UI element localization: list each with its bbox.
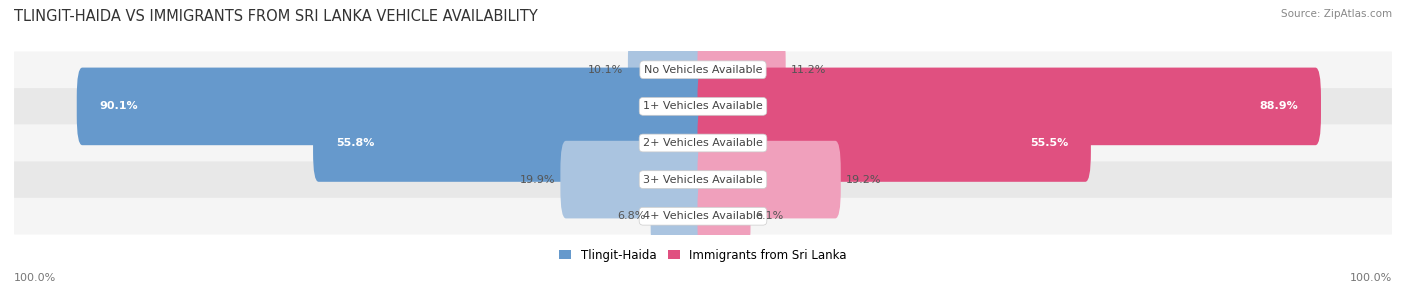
FancyBboxPatch shape [314,104,709,182]
Text: 3+ Vehicles Available: 3+ Vehicles Available [643,175,763,184]
FancyBboxPatch shape [697,104,1091,182]
Text: 100.0%: 100.0% [1350,273,1392,283]
Text: 100.0%: 100.0% [14,273,56,283]
FancyBboxPatch shape [651,177,709,255]
Text: 6.8%: 6.8% [617,211,645,221]
Text: 2+ Vehicles Available: 2+ Vehicles Available [643,138,763,148]
Text: 11.2%: 11.2% [790,65,825,75]
FancyBboxPatch shape [628,31,709,109]
Legend: Tlingit-Haida, Immigrants from Sri Lanka: Tlingit-Haida, Immigrants from Sri Lanka [560,249,846,262]
FancyBboxPatch shape [14,125,1392,161]
Text: 10.1%: 10.1% [588,65,623,75]
Text: TLINGIT-HAIDA VS IMMIGRANTS FROM SRI LANKA VEHICLE AVAILABILITY: TLINGIT-HAIDA VS IMMIGRANTS FROM SRI LAN… [14,9,538,23]
FancyBboxPatch shape [14,88,1392,125]
FancyBboxPatch shape [697,177,751,255]
Text: No Vehicles Available: No Vehicles Available [644,65,762,75]
FancyBboxPatch shape [561,141,709,219]
Text: 90.1%: 90.1% [100,102,138,111]
Text: 4+ Vehicles Available: 4+ Vehicles Available [643,211,763,221]
Text: 19.9%: 19.9% [520,175,555,184]
Text: 55.5%: 55.5% [1029,138,1069,148]
FancyBboxPatch shape [14,198,1392,235]
FancyBboxPatch shape [14,161,1392,198]
FancyBboxPatch shape [697,31,786,109]
FancyBboxPatch shape [14,51,1392,88]
FancyBboxPatch shape [697,141,841,219]
Text: Source: ZipAtlas.com: Source: ZipAtlas.com [1281,9,1392,19]
Text: 6.1%: 6.1% [755,211,783,221]
Text: 88.9%: 88.9% [1260,102,1298,111]
Text: 55.8%: 55.8% [336,138,374,148]
FancyBboxPatch shape [77,67,709,145]
Text: 19.2%: 19.2% [845,175,882,184]
Text: 1+ Vehicles Available: 1+ Vehicles Available [643,102,763,111]
FancyBboxPatch shape [697,67,1322,145]
